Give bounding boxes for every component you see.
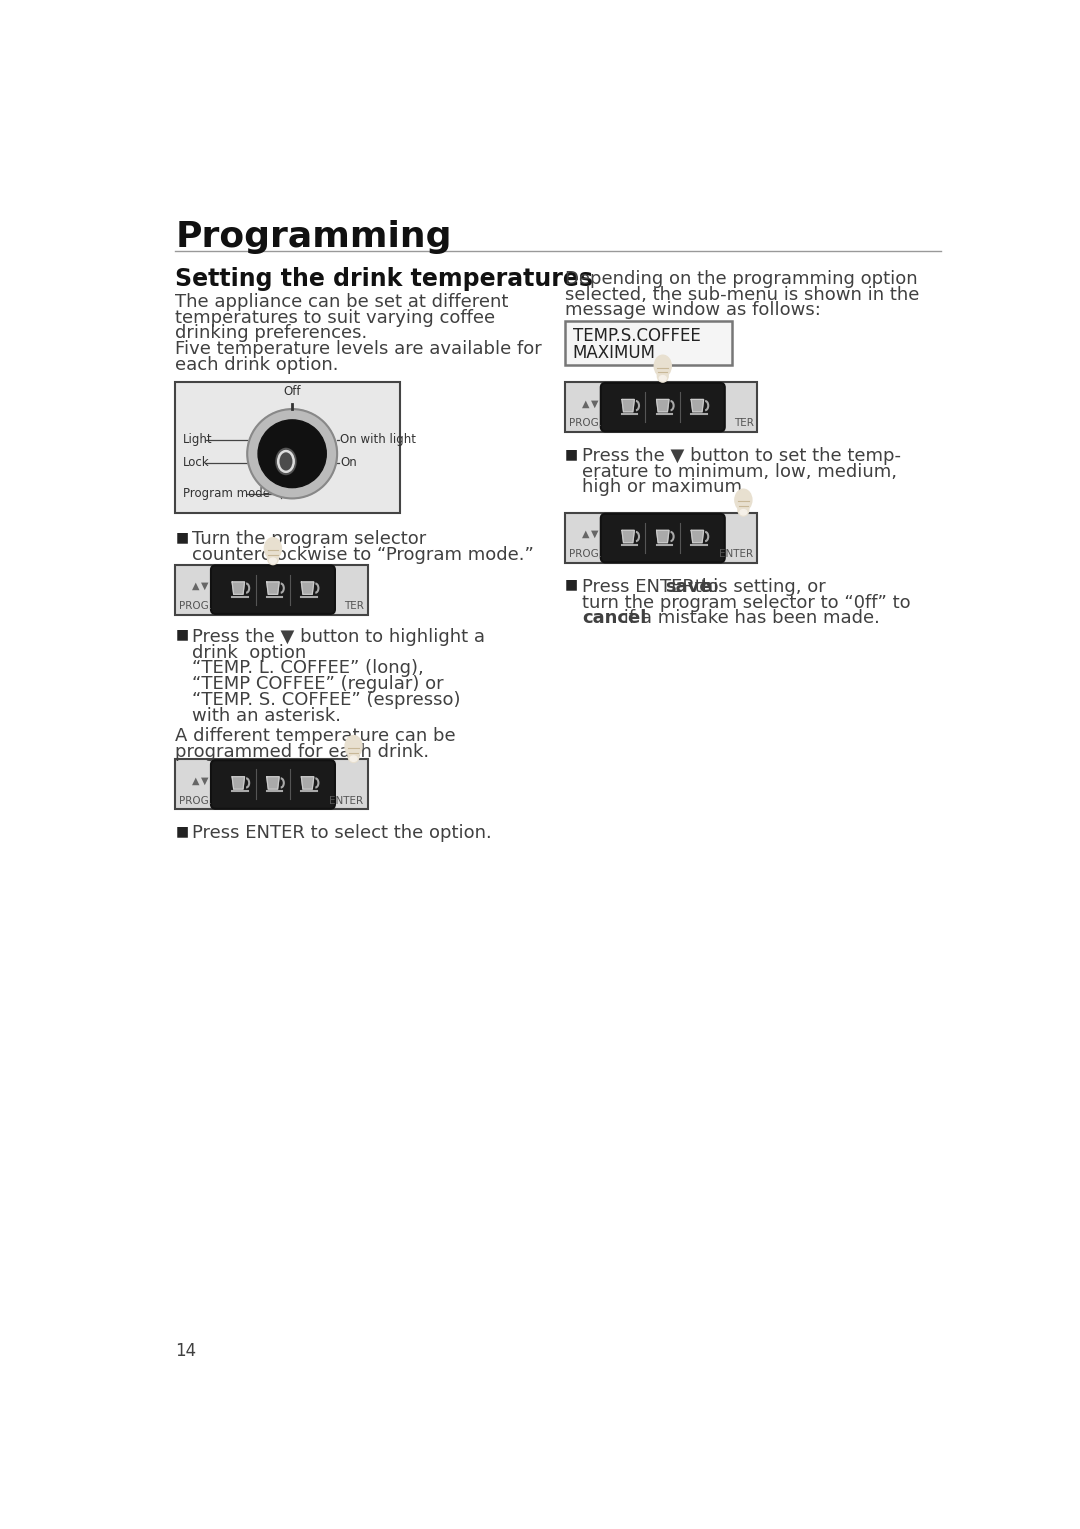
Text: ▼: ▼ xyxy=(201,775,208,786)
Text: turn the program selector to “0ff” to: turn the program selector to “0ff” to xyxy=(582,593,910,612)
Text: this setting, or: this setting, or xyxy=(689,578,826,596)
Text: ■: ■ xyxy=(565,578,578,592)
Text: ■: ■ xyxy=(175,628,188,642)
Text: ▼: ▼ xyxy=(591,399,598,408)
Text: Five temperature levels are available for: Five temperature levels are available fo… xyxy=(175,339,542,358)
FancyBboxPatch shape xyxy=(211,566,335,615)
Ellipse shape xyxy=(740,509,747,515)
Text: Press the ▼ button to highlight a: Press the ▼ button to highlight a xyxy=(192,628,485,645)
Text: Setting the drink temperatures: Setting the drink temperatures xyxy=(175,266,593,291)
Text: On with light: On with light xyxy=(340,433,416,446)
Text: ▲: ▲ xyxy=(581,529,589,540)
Ellipse shape xyxy=(350,755,357,761)
Text: “TEMP. L. COFFEE” (long),: “TEMP. L. COFFEE” (long), xyxy=(192,659,424,677)
Text: Off: Off xyxy=(283,385,301,399)
Bar xyxy=(565,514,757,563)
FancyBboxPatch shape xyxy=(211,760,335,809)
Text: Turn the program selector: Turn the program selector xyxy=(192,531,427,547)
Text: TER: TER xyxy=(733,419,754,428)
Text: PROG.: PROG. xyxy=(179,795,213,806)
Text: ENTER: ENTER xyxy=(329,795,364,806)
Text: TER: TER xyxy=(343,601,364,610)
Polygon shape xyxy=(657,531,669,543)
Text: message window as follows:: message window as follows: xyxy=(565,301,821,320)
Text: A different temperature can be: A different temperature can be xyxy=(175,728,456,745)
Text: erature to minimum, low, medium,: erature to minimum, low, medium, xyxy=(582,463,897,480)
Bar xyxy=(175,564,367,615)
Text: PROG.: PROG. xyxy=(179,601,213,610)
Polygon shape xyxy=(232,777,244,789)
Ellipse shape xyxy=(275,448,296,474)
Text: ▼: ▼ xyxy=(201,581,208,590)
Text: ▲: ▲ xyxy=(581,399,589,408)
Text: with an asterisk.: with an asterisk. xyxy=(192,706,341,725)
Text: save: save xyxy=(665,578,712,596)
Text: Press ENTER to: Press ENTER to xyxy=(582,578,725,596)
Text: MAXIMUM: MAXIMUM xyxy=(572,344,656,362)
Bar xyxy=(565,321,732,365)
Text: each drink option.: each drink option. xyxy=(175,356,339,375)
Polygon shape xyxy=(657,399,669,411)
Ellipse shape xyxy=(265,538,282,560)
Polygon shape xyxy=(301,777,314,789)
Text: temperatures to suit varying coffee: temperatures to suit varying coffee xyxy=(175,309,496,327)
Circle shape xyxy=(247,410,337,498)
Polygon shape xyxy=(267,583,279,595)
Text: drinking preferences.: drinking preferences. xyxy=(175,324,367,342)
Ellipse shape xyxy=(734,489,752,511)
Text: cancel: cancel xyxy=(582,609,647,627)
Text: programmed for each drink.: programmed for each drink. xyxy=(175,743,430,761)
Ellipse shape xyxy=(270,558,276,564)
Text: PROG.: PROG. xyxy=(569,549,603,560)
Text: ■: ■ xyxy=(175,531,188,544)
Ellipse shape xyxy=(654,355,672,376)
Ellipse shape xyxy=(658,370,669,382)
Text: high or maximum.: high or maximum. xyxy=(582,479,748,497)
Text: On: On xyxy=(340,457,357,469)
Polygon shape xyxy=(301,583,314,595)
Text: 14: 14 xyxy=(175,1342,197,1361)
Polygon shape xyxy=(691,531,703,543)
FancyBboxPatch shape xyxy=(600,382,725,431)
Text: Depending on the programming option: Depending on the programming option xyxy=(565,269,918,287)
Polygon shape xyxy=(691,399,703,411)
Polygon shape xyxy=(622,399,634,411)
Text: Press the ▼ button to set the temp-: Press the ▼ button to set the temp- xyxy=(582,446,901,465)
Ellipse shape xyxy=(348,751,359,763)
FancyBboxPatch shape xyxy=(600,514,725,563)
Text: ▲: ▲ xyxy=(192,581,199,590)
Circle shape xyxy=(258,420,326,488)
Text: drink  option: drink option xyxy=(192,644,307,662)
Polygon shape xyxy=(232,583,244,595)
Ellipse shape xyxy=(738,503,748,517)
Polygon shape xyxy=(622,531,634,543)
Text: ■: ■ xyxy=(175,824,188,838)
Bar xyxy=(565,382,757,433)
Text: Press ENTER to select the option.: Press ENTER to select the option. xyxy=(192,824,492,842)
Text: selected, the sub-menu is shown in the: selected, the sub-menu is shown in the xyxy=(565,286,919,303)
Text: PROG.: PROG. xyxy=(569,419,603,428)
FancyBboxPatch shape xyxy=(175,382,400,514)
Text: ■: ■ xyxy=(565,446,578,460)
Text: Programming: Programming xyxy=(175,220,451,254)
Text: “TEMP. S. COFFEE” (espresso): “TEMP. S. COFFEE” (espresso) xyxy=(192,691,461,709)
Bar xyxy=(175,760,367,809)
Text: Lock: Lock xyxy=(183,457,210,469)
Text: ENTER: ENTER xyxy=(719,549,754,560)
Text: ▼: ▼ xyxy=(591,529,598,540)
Ellipse shape xyxy=(268,552,279,564)
Text: counterclockwise to “Program mode.”: counterclockwise to “Program mode.” xyxy=(192,546,535,564)
Text: The appliance can be set at different: The appliance can be set at different xyxy=(175,294,509,310)
Ellipse shape xyxy=(659,376,666,381)
Text: Program mode: Program mode xyxy=(183,488,270,500)
Ellipse shape xyxy=(345,735,362,757)
Polygon shape xyxy=(267,777,279,789)
Text: “TEMP COFFEE” (regular) or: “TEMP COFFEE” (regular) or xyxy=(192,676,444,693)
Text: ▲: ▲ xyxy=(192,775,199,786)
Text: TEMP.S.COFFEE: TEMP.S.COFFEE xyxy=(572,327,701,344)
Text: Light: Light xyxy=(183,433,213,446)
Text: if a mistake has been made.: if a mistake has been made. xyxy=(619,609,880,627)
